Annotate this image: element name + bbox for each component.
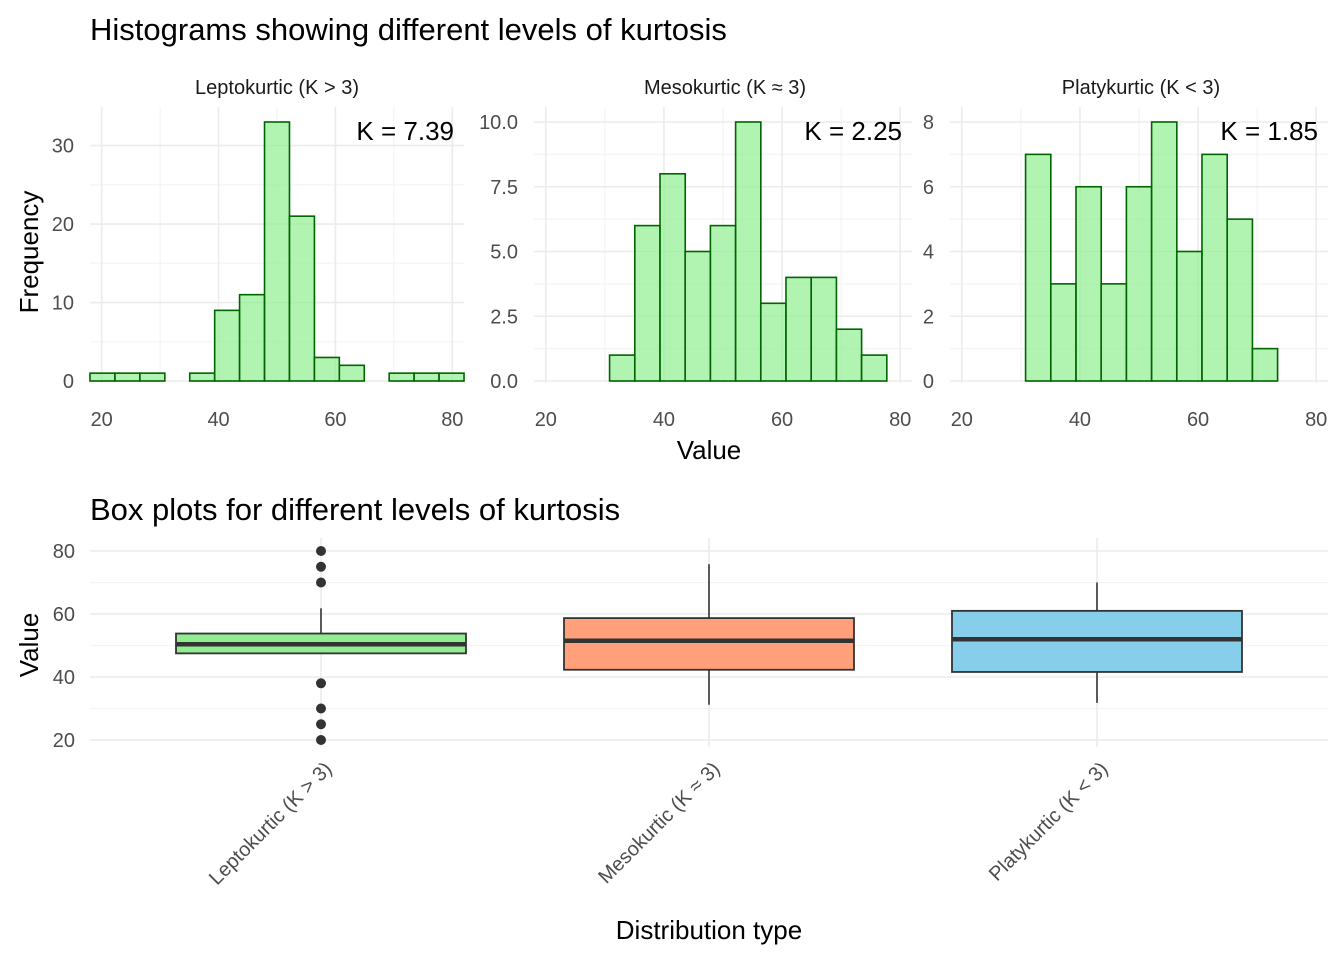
kurtosis-annotation: K = 1.85 — [1220, 116, 1318, 146]
x-tick-label: 40 — [207, 409, 229, 431]
histogram-bar — [1201, 153, 1229, 382]
outlier-point — [316, 577, 326, 588]
histogram-bar — [608, 354, 636, 382]
histogram-bar — [759, 302, 787, 382]
histogram-panel-mesokurtic: 20 40 60 80 0.0 2.5 5.0 7.5 10.0 Mesokurtic (K ≈ … — [479, 77, 912, 431]
y-tick-label: 2 — [923, 306, 934, 328]
y-tick-label: 20 — [52, 214, 74, 236]
histogram-bar — [263, 121, 291, 382]
y-tick-label: 8 — [923, 112, 934, 134]
histogram-bar — [89, 372, 116, 382]
histogram-bar — [785, 276, 813, 382]
x-tick-label: 20 — [951, 409, 973, 431]
x-tick-label: 60 — [771, 409, 793, 431]
x-tick-label: 80 — [889, 409, 911, 431]
y-tick-label: 10.0 — [479, 112, 518, 134]
histograms-title: Histograms showing different levels of k… — [90, 12, 727, 47]
histogram-bar — [1251, 347, 1279, 382]
y-tick-label: 6 — [923, 177, 934, 199]
histogram-bar — [709, 224, 737, 382]
box-iqr — [563, 617, 855, 671]
y-tick-label: 0 — [63, 371, 74, 393]
histogram-panel-platykurtic: 20 40 60 80 0 2 4 6 8 Platykurtic (K < 3)K = 1.85 — [923, 77, 1328, 431]
histogram-bar — [835, 328, 863, 382]
histogram-bar — [1150, 121, 1178, 382]
y-tick-label: 30 — [52, 136, 74, 158]
histogram-panel-leptokurtic: 20 40 60 80 0 10 20 30 Leptokurtic (K > 3) K = 7.… — [52, 77, 465, 431]
x-tick-label: 20 — [91, 409, 113, 431]
outlier-point — [316, 561, 326, 572]
histogram-bar — [1125, 185, 1153, 382]
panel-strip-title: Platykurtic (K < 3) — [1062, 77, 1220, 99]
boxplots-y-axis-label: Value — [14, 613, 44, 678]
histogram-bar — [388, 372, 415, 382]
histogram-bar — [1100, 283, 1128, 382]
histogram-bar — [338, 364, 366, 382]
histogram-bar — [139, 372, 166, 382]
kurtosis-annotation: K = 2.25 — [804, 116, 902, 146]
outlier-point — [316, 719, 326, 730]
y-tick-label: 5.0 — [490, 242, 518, 264]
outlier-point — [316, 546, 326, 556]
x-tick-label: 80 — [1305, 409, 1327, 431]
histogram-bar — [413, 372, 440, 382]
histograms-x-axis-label: Value — [677, 435, 742, 465]
histogram-bar — [114, 372, 141, 382]
panel-strip-title: Mesokurtic (K ≈ 3) — [644, 77, 806, 99]
histogram-bar — [1175, 250, 1203, 382]
histograms-y-axis-label: Frequency — [14, 191, 44, 314]
histogram-bar — [1226, 218, 1254, 382]
y-tick-label: 0.0 — [490, 371, 518, 393]
histogram-bar — [188, 372, 216, 382]
y-tick-label: 4 — [923, 242, 934, 264]
boxplots-x-axis-label: Distribution type — [616, 915, 802, 945]
histogram-bar — [633, 224, 661, 382]
y-tick-label: 2.5 — [490, 306, 518, 328]
x-tick-label: 40 — [653, 409, 675, 431]
histogram-bar — [438, 372, 465, 382]
y-tick-label: 40 — [53, 667, 75, 689]
x-tick-label: 60 — [1187, 409, 1209, 431]
y-tick-label: 10 — [52, 293, 74, 315]
histogram-bar — [1075, 185, 1103, 382]
histogram-bar — [684, 250, 712, 382]
y-tick-label: 20 — [53, 730, 75, 752]
y-tick-label: 0 — [923, 371, 934, 393]
histogram-bar — [659, 173, 687, 382]
boxplots-title: Box plots for different levels of kurtos… — [90, 492, 620, 527]
histogram-bar — [288, 215, 316, 382]
x-tick-label: 80 — [441, 409, 463, 431]
histogram-bar — [860, 354, 888, 382]
histogram-bar — [810, 276, 838, 382]
histogram-bar — [213, 309, 241, 382]
kurtosis-annotation: K = 7.39 — [356, 116, 454, 146]
x-tick-label: 40 — [1069, 409, 1091, 431]
histogram-bar — [734, 121, 762, 382]
histogram-bar — [1024, 153, 1052, 382]
histogram-bar — [1049, 283, 1077, 382]
y-tick-label: 60 — [53, 604, 75, 626]
x-tick-label: 20 — [535, 409, 557, 431]
outlier-point — [316, 678, 326, 689]
x-tick-label: 60 — [324, 409, 346, 431]
histogram-bar — [313, 356, 341, 382]
outlier-point — [316, 703, 326, 714]
histogram-bar — [238, 293, 266, 382]
outlier-point — [316, 735, 326, 745]
y-tick-label: 80 — [53, 541, 75, 563]
y-tick-label: 7.5 — [490, 177, 518, 199]
panel-strip-title: Leptokurtic (K > 3) — [195, 77, 359, 99]
